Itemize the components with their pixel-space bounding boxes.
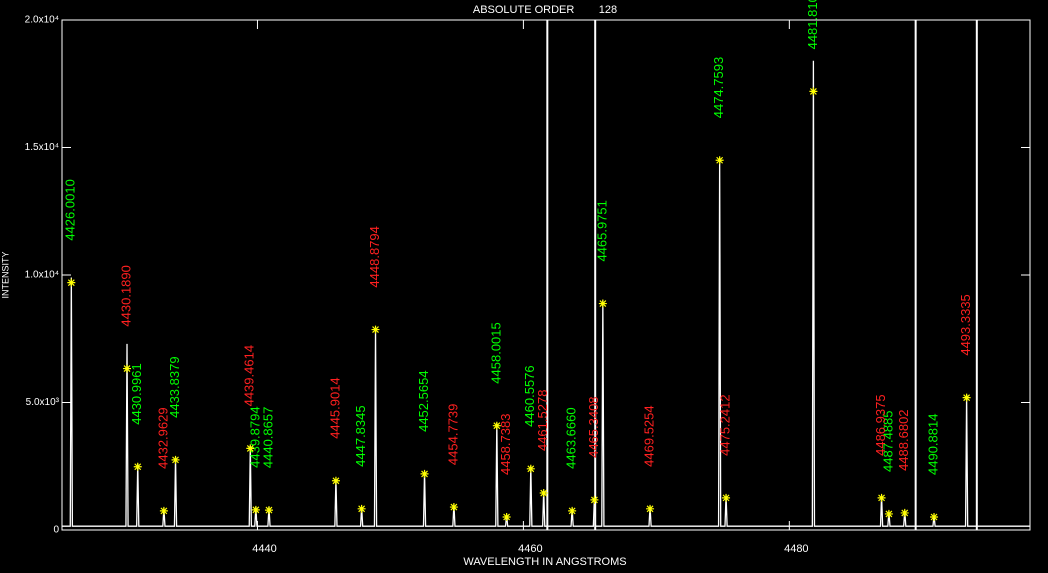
line-label: 4430.9961 [129,363,144,424]
line-marker [809,87,818,96]
y-tick-label: 0 [53,525,59,536]
line-marker [722,493,731,502]
x-tick-label: 4460 [518,543,542,555]
line-label: 4458.0015 [488,322,503,383]
line-label: 4481.8105 [805,0,820,49]
line-label: 4463.6660 [564,407,579,468]
line-marker [962,393,971,402]
line-label: 4432.9629 [155,407,170,468]
line-marker [492,421,501,430]
line-label: 4460.5576 [522,365,537,426]
line-marker [539,489,548,498]
line-label: 4445.9014 [327,377,342,438]
line-marker [331,476,340,485]
line-marker [420,469,429,478]
line-label: 4426.0010 [63,179,78,240]
line-label: 4452.5654 [416,370,431,431]
line-label: 4458.7383 [498,414,513,475]
y-tick-label: 1.0x10⁴ [25,270,59,281]
line-marker [371,325,380,334]
line-label: 4433.8379 [167,356,182,417]
line-label: 4493.3335 [958,294,973,355]
line-label: 4465.3408 [586,396,601,457]
x-tick-label: 4440 [252,543,276,555]
line-marker [590,495,599,504]
line-marker [502,512,511,521]
line-marker [133,462,142,471]
line-marker [526,464,535,473]
x-axis-label: WAVELENGTH IN ANGSTROMS [463,556,626,568]
line-marker [251,505,260,514]
line-marker [246,444,255,453]
line-marker [171,455,180,464]
y-tick-label: 5.0x10³ [26,397,60,408]
line-label: 4461.5278 [535,390,550,451]
line-label: 4439.8794 [247,406,262,467]
line-label: 4448.8794 [367,226,382,287]
line-marker [715,156,724,165]
line-label: 4469.5254 [641,405,656,466]
line-label: 4439.4614 [242,345,257,406]
line-marker [900,508,909,517]
line-marker [877,493,886,502]
line-label: 4487.4885 [880,410,895,471]
y-tick-label: 2.0x10⁴ [25,15,59,26]
line-marker [930,512,939,521]
chart-title: ABSOLUTE ORDER 128 [473,4,617,16]
line-marker [264,506,273,515]
line-marker [884,509,893,518]
y-tick-label: 1.5x10⁴ [25,142,59,153]
line-marker [646,504,655,513]
x-tick-label: 4480 [784,543,808,555]
line-label: 4454.7739 [445,404,460,465]
line-marker [449,503,458,512]
line-marker [568,506,577,515]
line-marker [67,278,76,287]
line-label: 4440.8657 [260,407,275,468]
line-marker [357,504,366,513]
y-axis-label: INTENSITY [0,251,10,298]
line-label: 4488.6802 [896,409,911,470]
line-marker [159,506,168,515]
line-marker [123,364,132,373]
line-marker [598,299,607,308]
line-label: 4465.9751 [594,200,609,261]
line-label: 4474.7593 [711,57,726,118]
line-label: 4430.1890 [118,265,133,326]
line-label: 4486.9375 [873,394,888,455]
line-label: 4475.2412 [717,394,732,455]
line-label: 4490.8814 [925,414,940,475]
line-label: 4447.8345 [353,405,368,466]
